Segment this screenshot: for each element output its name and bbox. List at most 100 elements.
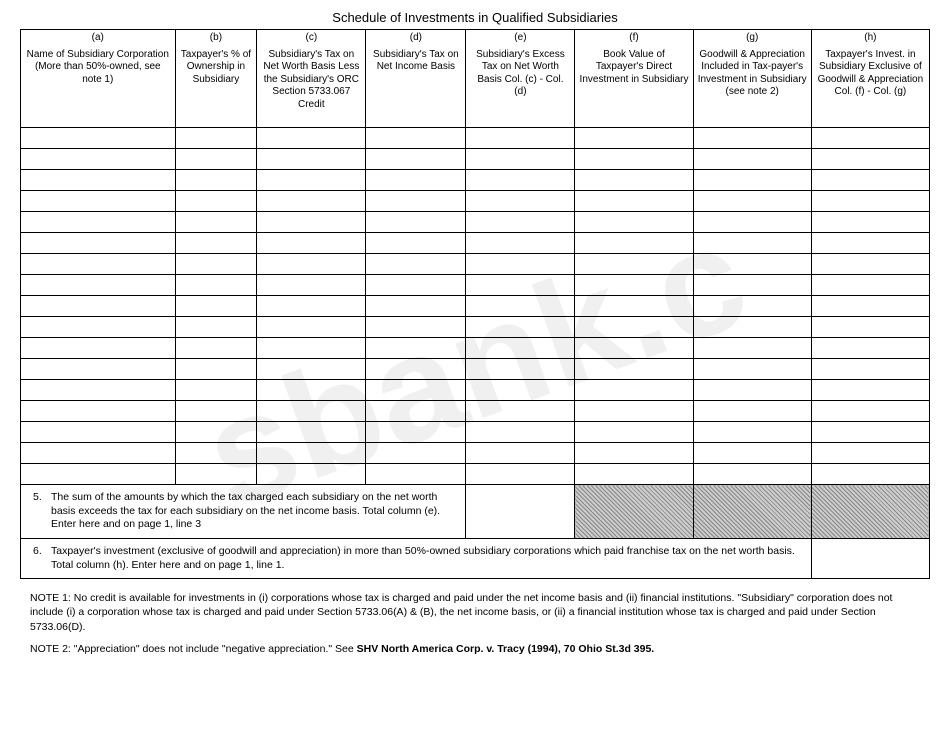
table-cell[interactable] xyxy=(575,443,693,464)
table-cell[interactable] xyxy=(466,296,575,317)
table-cell[interactable] xyxy=(575,338,693,359)
table-cell[interactable] xyxy=(175,422,257,443)
table-cell[interactable] xyxy=(575,233,693,254)
table-cell[interactable] xyxy=(21,212,176,233)
table-cell[interactable] xyxy=(21,296,176,317)
table-cell[interactable] xyxy=(175,191,257,212)
table-cell[interactable] xyxy=(693,275,811,296)
footer6-col-h[interactable] xyxy=(811,538,929,578)
table-cell[interactable] xyxy=(693,464,811,485)
table-cell[interactable] xyxy=(466,380,575,401)
table-cell[interactable] xyxy=(811,317,929,338)
table-cell[interactable] xyxy=(257,128,366,149)
table-cell[interactable] xyxy=(21,338,176,359)
table-cell[interactable] xyxy=(466,338,575,359)
table-cell[interactable] xyxy=(175,464,257,485)
table-cell[interactable] xyxy=(366,191,466,212)
table-cell[interactable] xyxy=(175,128,257,149)
table-cell[interactable] xyxy=(257,443,366,464)
table-cell[interactable] xyxy=(575,296,693,317)
table-cell[interactable] xyxy=(811,275,929,296)
table-cell[interactable] xyxy=(175,212,257,233)
table-cell[interactable] xyxy=(693,233,811,254)
table-cell[interactable] xyxy=(21,359,176,380)
table-cell[interactable] xyxy=(21,191,176,212)
table-cell[interactable] xyxy=(366,254,466,275)
table-cell[interactable] xyxy=(575,275,693,296)
table-cell[interactable] xyxy=(575,317,693,338)
table-cell[interactable] xyxy=(175,254,257,275)
table-cell[interactable] xyxy=(257,170,366,191)
table-cell[interactable] xyxy=(257,422,366,443)
table-cell[interactable] xyxy=(575,464,693,485)
table-cell[interactable] xyxy=(175,359,257,380)
table-cell[interactable] xyxy=(257,149,366,170)
table-cell[interactable] xyxy=(693,128,811,149)
table-cell[interactable] xyxy=(811,149,929,170)
table-cell[interactable] xyxy=(466,128,575,149)
table-cell[interactable] xyxy=(257,380,366,401)
table-cell[interactable] xyxy=(811,338,929,359)
table-cell[interactable] xyxy=(257,338,366,359)
table-cell[interactable] xyxy=(257,275,366,296)
table-cell[interactable] xyxy=(175,170,257,191)
table-cell[interactable] xyxy=(811,191,929,212)
table-cell[interactable] xyxy=(175,401,257,422)
table-cell[interactable] xyxy=(811,128,929,149)
table-cell[interactable] xyxy=(257,191,366,212)
table-cell[interactable] xyxy=(366,401,466,422)
table-cell[interactable] xyxy=(693,191,811,212)
table-cell[interactable] xyxy=(811,170,929,191)
table-cell[interactable] xyxy=(811,422,929,443)
table-cell[interactable] xyxy=(257,254,366,275)
table-cell[interactable] xyxy=(366,338,466,359)
table-cell[interactable] xyxy=(257,233,366,254)
table-cell[interactable] xyxy=(693,401,811,422)
table-cell[interactable] xyxy=(366,128,466,149)
table-cell[interactable] xyxy=(21,317,176,338)
table-cell[interactable] xyxy=(21,422,176,443)
table-cell[interactable] xyxy=(466,422,575,443)
table-cell[interactable] xyxy=(811,359,929,380)
table-cell[interactable] xyxy=(21,170,176,191)
table-cell[interactable] xyxy=(175,338,257,359)
table-cell[interactable] xyxy=(366,149,466,170)
table-cell[interactable] xyxy=(466,359,575,380)
table-cell[interactable] xyxy=(175,275,257,296)
table-cell[interactable] xyxy=(575,380,693,401)
table-cell[interactable] xyxy=(693,170,811,191)
table-cell[interactable] xyxy=(366,296,466,317)
table-cell[interactable] xyxy=(21,233,176,254)
table-cell[interactable] xyxy=(575,149,693,170)
table-cell[interactable] xyxy=(466,275,575,296)
table-cell[interactable] xyxy=(21,401,176,422)
table-cell[interactable] xyxy=(693,443,811,464)
table-cell[interactable] xyxy=(21,254,176,275)
table-cell[interactable] xyxy=(366,170,466,191)
footer5-col-e[interactable] xyxy=(466,485,575,539)
table-cell[interactable] xyxy=(366,443,466,464)
table-cell[interactable] xyxy=(811,401,929,422)
table-cell[interactable] xyxy=(21,464,176,485)
table-cell[interactable] xyxy=(366,317,466,338)
table-cell[interactable] xyxy=(575,359,693,380)
table-cell[interactable] xyxy=(693,254,811,275)
table-cell[interactable] xyxy=(257,296,366,317)
table-cell[interactable] xyxy=(693,317,811,338)
table-cell[interactable] xyxy=(811,233,929,254)
table-cell[interactable] xyxy=(175,296,257,317)
table-cell[interactable] xyxy=(693,296,811,317)
table-cell[interactable] xyxy=(466,401,575,422)
table-cell[interactable] xyxy=(366,380,466,401)
table-cell[interactable] xyxy=(175,317,257,338)
table-cell[interactable] xyxy=(693,212,811,233)
table-cell[interactable] xyxy=(575,128,693,149)
table-cell[interactable] xyxy=(257,464,366,485)
table-cell[interactable] xyxy=(257,359,366,380)
table-cell[interactable] xyxy=(693,338,811,359)
table-cell[interactable] xyxy=(811,464,929,485)
table-cell[interactable] xyxy=(693,149,811,170)
table-cell[interactable] xyxy=(21,128,176,149)
table-cell[interactable] xyxy=(811,380,929,401)
table-cell[interactable] xyxy=(575,401,693,422)
